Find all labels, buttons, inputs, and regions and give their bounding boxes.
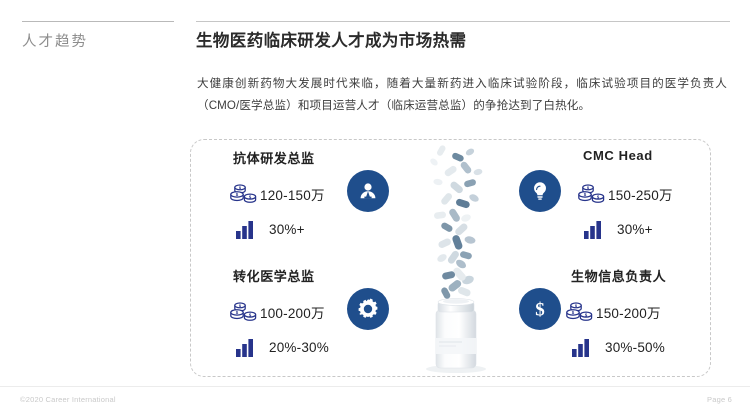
svg-text:$: $ — [587, 185, 590, 190]
body-paragraph: 大健康创新药物大发展时代来临，随着大量新药进入临床试验阶段，临床试验项目的医学负… — [197, 77, 727, 112]
pill-bottle-illustration — [398, 142, 514, 374]
svg-text:$: $ — [585, 312, 588, 317]
salary-metric: $ $ $ 150-250万 — [577, 182, 673, 206]
growth-metric: 30%+ — [235, 220, 305, 239]
role-title: CMC Head — [583, 148, 653, 163]
user-icon — [347, 170, 389, 212]
svg-text:$: $ — [236, 192, 239, 197]
salary-metric: $ $ $ 100-200万 — [229, 300, 325, 324]
gear-icon — [347, 288, 389, 330]
section-kicker: 人才趋势 — [22, 34, 88, 50]
svg-text:$: $ — [535, 300, 545, 321]
role-card-bioinformatics-lead[interactable]: 生物信息负责人 $ $ $ $ — [515, 266, 725, 366]
svg-text:$: $ — [572, 310, 575, 315]
salary-value: 120-150万 — [260, 188, 325, 203]
svg-text:$: $ — [239, 303, 242, 308]
svg-text:$: $ — [239, 185, 242, 190]
svg-text:$: $ — [249, 194, 252, 199]
title-divider — [196, 21, 730, 22]
salary-value: 150-250万 — [608, 188, 673, 203]
role-card-translational-medicine-director[interactable]: 转化医学总监 $ $ — [205, 266, 415, 366]
footer-divider — [0, 386, 750, 387]
bar-chart-icon — [583, 220, 603, 239]
growth-value: 20%-30% — [269, 340, 329, 355]
role-card-cmc-head[interactable]: CMC Head — [515, 148, 725, 248]
svg-text:$: $ — [249, 312, 252, 317]
svg-text:$: $ — [236, 310, 239, 315]
coins-icon: $ $ $ — [565, 300, 595, 324]
role-title: 转化医学总监 — [233, 269, 315, 284]
salary-value: 150-200万 — [596, 306, 661, 321]
salary-metric: $ $ $ 150-200万 — [565, 300, 661, 324]
role-card-antibody-rd-director[interactable]: 抗体研发总监 — [205, 148, 415, 248]
footer-page-number: Page 6 — [707, 395, 732, 404]
bar-chart-icon — [235, 338, 255, 357]
role-title: 抗体研发总监 — [233, 151, 315, 166]
lightbulb-icon — [519, 170, 561, 212]
salary-value: 100-200万 — [260, 306, 325, 321]
svg-text:$: $ — [575, 303, 578, 308]
dollar-icon: $ — [519, 288, 561, 330]
growth-metric: 30%-50% — [571, 338, 665, 357]
coins-icon: $ $ $ — [229, 182, 259, 206]
svg-text:$: $ — [584, 192, 587, 197]
bar-chart-icon — [571, 338, 591, 357]
growth-metric: 20%-30% — [235, 338, 329, 357]
coins-icon: $ $ $ — [229, 300, 259, 324]
role-title: 生物信息负责人 — [571, 269, 667, 284]
kicker-divider — [22, 21, 174, 22]
page-title: 生物医药临床研发人才成为市场热需 — [196, 32, 467, 50]
growth-value: 30%-50% — [605, 340, 665, 355]
salary-metric: $ $ $ 120-150万 — [229, 182, 325, 206]
growth-metric: 30%+ — [583, 220, 653, 239]
growth-value: 30%+ — [617, 222, 653, 237]
svg-text:$: $ — [597, 194, 600, 199]
bar-chart-icon — [235, 220, 255, 239]
growth-value: 30%+ — [269, 222, 305, 237]
coins-icon: $ $ $ — [577, 182, 607, 206]
footer-copyright: ©2020 Career International — [20, 395, 116, 404]
